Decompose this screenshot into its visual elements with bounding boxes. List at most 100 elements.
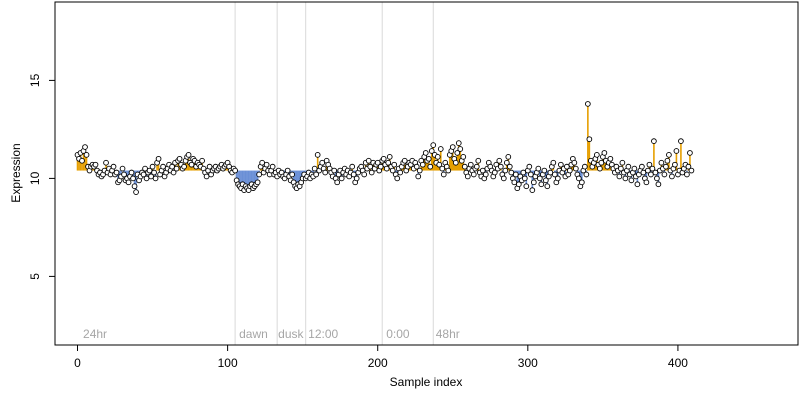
data-point-328 [566,167,573,174]
data-point-382 [648,171,654,178]
data-point-48 [146,167,153,174]
data-point-227 [415,173,422,180]
data-point-289 [508,169,515,176]
data-point-369 [628,177,635,184]
data-point-158 [311,165,318,172]
data-point-266 [473,163,480,170]
data-point-288 [506,163,513,170]
data-point-252 [452,159,459,166]
data-point-315 [547,169,554,176]
data-point-240 [434,153,441,160]
data-point-51 [151,169,157,176]
data-point-393 [664,157,671,164]
data-point-349 [598,159,605,166]
data-point-45 [142,165,148,172]
data-point-341 [586,136,593,143]
data-point-241 [436,161,443,168]
data-point-318 [551,171,558,178]
data-point-351 [601,150,608,156]
data-point-206 [383,165,390,172]
data-point-299 [523,183,530,190]
data-point-258 [461,163,468,170]
x-tick-label-2: 200 [368,356,388,370]
data-point-406 [684,171,690,178]
data-point-334 [576,175,582,182]
data-point-38 [131,183,138,190]
data-point-355 [607,155,614,162]
data-point-215 [397,169,404,176]
data-point-257 [460,153,467,160]
data-point-298 [521,175,528,182]
data-point-394 [666,152,672,158]
data-point-196 [368,169,375,176]
x-tick-label-1: 100 [218,356,238,370]
data-point-317 [550,159,557,166]
data-point-302 [527,171,534,178]
data-point-308 [536,175,543,182]
data-point-183 [349,163,356,170]
data-point-304 [530,179,537,186]
y-tick-label-2: 15 [28,73,42,87]
data-point-234 [425,155,432,162]
data-point-398 [672,161,678,168]
data-point-367 [625,163,632,170]
annotation-label-2: dusk [278,327,304,341]
data-point-250 [449,144,456,150]
data-point-37 [130,175,136,182]
data-point-399 [673,148,680,154]
x-tick-label-4: 400 [668,356,688,370]
data-point-307 [535,165,542,172]
data-point-320 [554,175,561,182]
data-point-377 [640,169,647,176]
data-point-301 [526,163,533,170]
data-point-204 [380,155,387,162]
data-point-163 [319,159,326,166]
data-point-54 [155,155,162,162]
data-point-340 [585,101,591,107]
data-point-262 [467,161,474,168]
data-point-381 [646,161,653,168]
data-point-31 [121,171,127,178]
data-point-396 [669,173,675,180]
data-point-63 [169,163,175,170]
data-point-184 [350,171,357,178]
data-point-286 [503,159,510,166]
deviation-stems [76,103,691,193]
x-axis: 0 100 200 300 400 [74,344,688,370]
data-point-123 [259,159,265,166]
data-point-46 [143,175,150,182]
data-point-200 [374,159,381,166]
data-point-176 [338,175,345,182]
data-point-230 [419,161,426,168]
data-point-336 [579,179,585,186]
data-point-387 [655,181,662,188]
data-point-373 [634,181,641,188]
data-point-294 [515,181,522,188]
data-point-19 [103,159,109,166]
data-point-195 [367,163,374,170]
data-point-253 [454,150,461,156]
data-points [74,101,695,195]
data-point-272 [482,171,489,178]
annotation-label-0: 24hr [83,327,107,341]
data-point-126 [263,161,270,168]
data-point-312 [542,177,549,184]
data-point-50 [149,163,156,170]
data-point-244 [440,171,447,178]
data-point-232 [422,150,429,156]
data-point-402 [678,138,684,145]
data-point-282 [497,163,504,170]
data-point-237 [430,142,437,148]
data-point-5 [82,144,88,150]
y-axis: 5 10 15 [28,73,56,280]
y-tick-label-1: 10 [28,171,42,185]
data-point-346 [594,152,600,158]
data-point-26 [113,169,120,176]
data-point-74 [185,152,192,158]
y-tick-label-0: 5 [28,273,42,280]
annotation-label-3: 12:00 [308,327,338,341]
data-point-68 [176,155,183,162]
data-point-376 [639,163,645,170]
data-point-36 [128,169,135,176]
data-point-322 [557,161,564,168]
